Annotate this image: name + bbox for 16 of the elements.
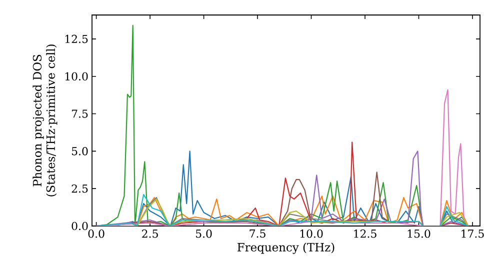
y-tick-label: 12.5 — [65, 34, 88, 44]
y-tick-label: 0.0 — [72, 222, 88, 230]
y-tick-label: 5.0 — [72, 147, 88, 156]
x-tick-label: 2.5 — [142, 230, 158, 238]
x-tick-label: 7.5 — [250, 230, 266, 238]
y-tick-label: 2.5 — [72, 184, 88, 193]
x-tick-label: 0.0 — [88, 230, 104, 238]
x-tick-label: 10.0 — [300, 230, 323, 238]
y-tick-label: 7.5 — [72, 110, 88, 118]
x-tick-label: 5.0 — [196, 230, 212, 238]
x-tick-label: 12.5 — [354, 230, 376, 238]
x-tick-label: 17.5 — [462, 230, 484, 238]
y-axis-title: Phonon projected DOS (States/THz·primitive cell) — [32, 44, 58, 196]
x-tick-label: 15.0 — [408, 230, 430, 238]
x-axis-title: Frequency (THz) — [238, 242, 334, 254]
y-tick-label: 10.0 — [65, 72, 88, 80]
